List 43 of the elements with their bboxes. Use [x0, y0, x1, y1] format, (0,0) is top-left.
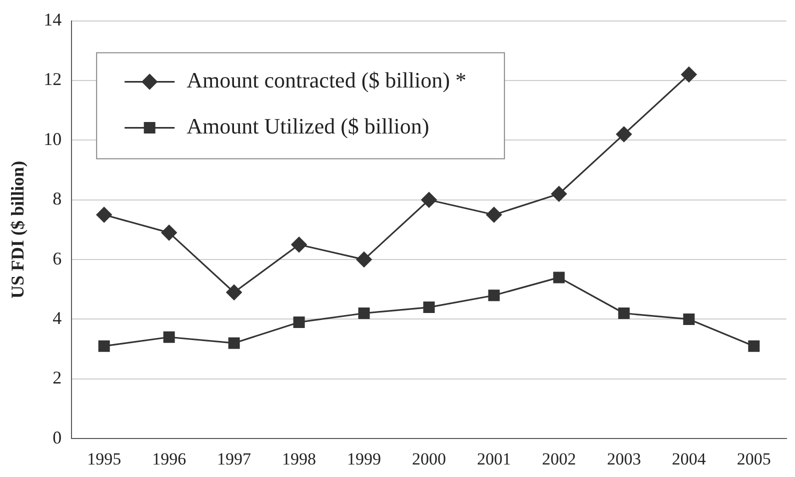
point [486, 206, 502, 223]
point [163, 331, 175, 343]
point [488, 290, 500, 302]
point [228, 337, 240, 349]
x-tick-label: 1996 [152, 449, 186, 468]
point [96, 206, 112, 223]
y-tick-label: 14 [44, 10, 62, 30]
point [291, 236, 307, 252]
legend-label: Amount Utilized ($ billion) [186, 114, 430, 139]
y-tick-label: 8 [52, 188, 62, 209]
y-tick-label: 6 [52, 248, 62, 268]
x-tick-label: 1999 [347, 449, 382, 468]
y-tick-label: 12 [44, 69, 62, 90]
point [618, 308, 630, 320]
point [423, 302, 435, 314]
point [683, 313, 695, 325]
point [356, 252, 372, 268]
y-axis-title: US FDI ($ billion) [7, 160, 28, 298]
x-tick-label: 1995 [87, 449, 122, 468]
y-tick-label: 10 [44, 128, 62, 149]
legend-label: Amount contracted ($ billion) * [186, 68, 466, 93]
x-tick-label: 2002 [542, 449, 576, 468]
y-tick-label: 2 [52, 368, 62, 388]
y-tick-label: 4 [52, 308, 62, 328]
point [551, 186, 567, 202]
point [553, 272, 565, 284]
x-tick-label: 2001 [476, 449, 511, 468]
x-tick-label: 1997 [217, 449, 252, 468]
x-tick-label: 2004 [672, 449, 706, 468]
point [748, 340, 760, 352]
y-tick-label: 0 [52, 427, 62, 448]
point [421, 192, 437, 208]
point [616, 126, 632, 142]
x-tick-label: 2000 [412, 449, 446, 468]
x-tick-label: 2005 [736, 449, 771, 468]
point [293, 316, 305, 328]
x-tick-label: 1998 [282, 449, 316, 468]
point [358, 308, 370, 320]
point [98, 340, 110, 352]
point [161, 224, 177, 240]
x-tick-label: 2003 [606, 449, 641, 468]
point [226, 284, 242, 300]
point [681, 66, 697, 82]
